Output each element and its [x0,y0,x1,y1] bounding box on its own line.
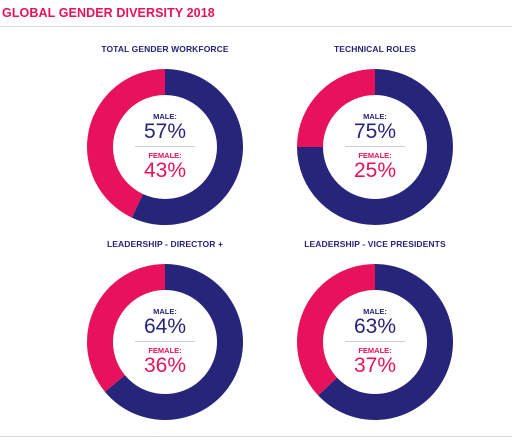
female-slice [87,264,165,392]
chart-panel-leadership-director: LEADERSHIP - DIRECTOR + MALE: 64% FEMALE… [55,239,275,429]
chart-panel-technical-roles: TECHNICAL ROLES MALE: 75% FEMALE: 25% [265,44,485,234]
chart-panel-leadership-vp: LEADERSHIP - VICE PRESIDENTS MALE: 63% F… [265,239,485,429]
male-slice [104,264,243,420]
male-slice [131,69,243,225]
donut-chart [87,264,243,420]
female-slice [87,69,165,218]
donut-chart [297,69,453,225]
footer-divider [0,436,512,437]
female-slice [297,69,375,147]
male-slice [297,69,453,225]
donut-chart [297,264,453,420]
chart-title: TOTAL GENDER WORKFORCE [101,44,229,54]
male-slice [318,264,453,420]
page-title: GLOBAL GENDER DIVERSITY 2018 [2,6,215,20]
header-divider [0,26,512,27]
chart-title: TECHNICAL ROLES [333,44,417,54]
chart-title: LEADERSHIP - VICE PRESIDENTS [304,239,446,249]
header: GLOBAL GENDER DIVERSITY 2018 [0,0,512,30]
female-slice [297,264,375,396]
donut-chart [87,69,243,225]
chart-title: LEADERSHIP - DIRECTOR + [106,239,224,249]
chart-panel-total-workforce: TOTAL GENDER WORKFORCE MALE: 57% FEMALE:… [55,44,275,234]
